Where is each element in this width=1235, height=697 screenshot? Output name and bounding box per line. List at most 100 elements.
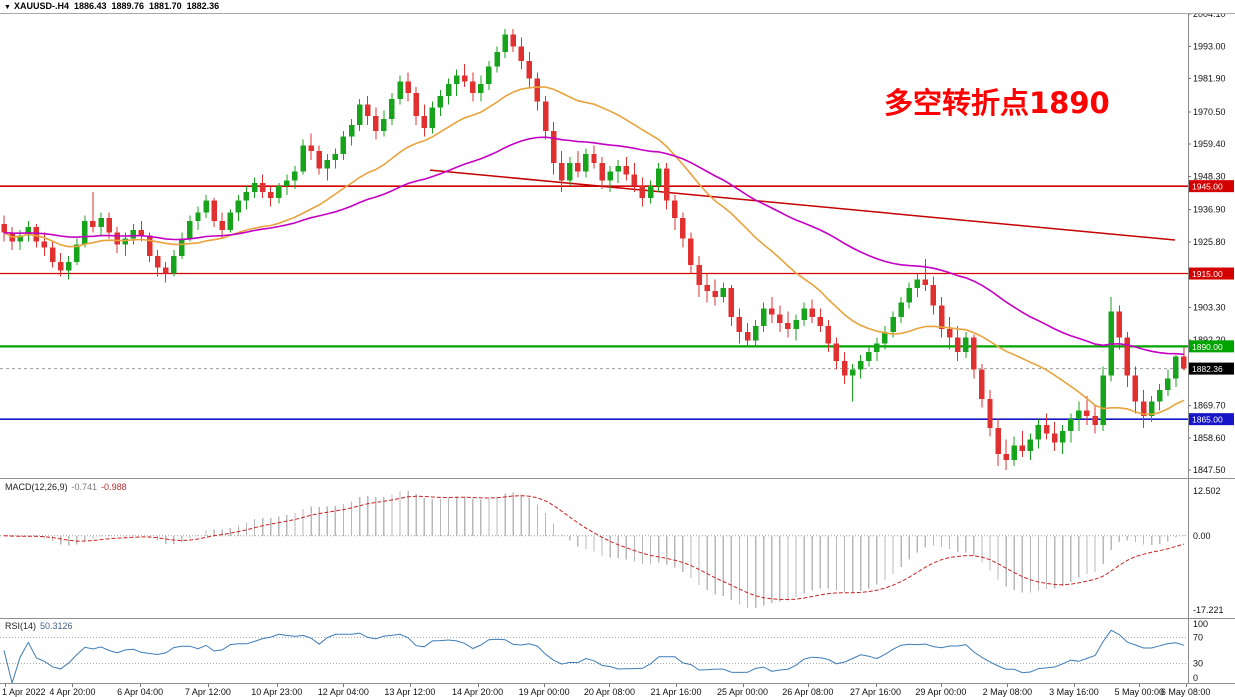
candle-body: [914, 279, 921, 289]
time-axis[interactable]: 1 Apr 2022 4 Apr 20:00 6 Apr 04:00 7 Apr 12…: [0, 683, 1235, 697]
candle-body: [1076, 410, 1082, 420]
collapse-toggle-icon[interactable]: ▼: [4, 4, 11, 11]
candle-body: [98, 218, 104, 227]
candle-body: [65, 261, 72, 271]
candle-body: [74, 244, 80, 262]
candle-body: [90, 221, 96, 227]
time-axis-tick: [140, 684, 142, 687]
candle-body: [575, 162, 581, 172]
price-axis-label: 2004.10: [1193, 14, 1226, 19]
price-axis-label: 1858.60: [1193, 433, 1226, 443]
price-tag-label: 1915.00: [1192, 269, 1223, 279]
price-chart-canvas[interactable]: 2004.10 1993.00 1981.90 1970.50 1959.40 1948.…: [0, 14, 1235, 478]
time-axis-tick: [940, 684, 942, 687]
candle-body: [728, 288, 735, 318]
candle-body: [623, 165, 630, 175]
candle-body: [1059, 430, 1066, 443]
candle-body: [599, 162, 605, 181]
candle-body: [615, 165, 621, 172]
candle-body: [801, 308, 807, 321]
time-axis-tick: [875, 684, 877, 687]
candle-body: [534, 78, 541, 102]
candle-body: [187, 221, 193, 239]
candle-body: [607, 171, 613, 181]
candle-body: [171, 256, 177, 274]
time-axis-label: 3 May 16:00: [1049, 687, 1099, 697]
time-axis-tick: [72, 684, 74, 687]
candle-body: [340, 136, 347, 155]
candle-body: [1051, 433, 1058, 443]
rsi-panel[interactable]: 100 70 30 0: [0, 618, 1235, 683]
candle-body: [1019, 445, 1026, 452]
time-axis-tick: [544, 684, 546, 687]
candle-body: [227, 212, 234, 230]
candles-layer[interactable]: [1, 28, 1187, 471]
price-axis-label: 1948.30: [1193, 172, 1226, 182]
annotation-text[interactable]: 多空转折点1890: [884, 86, 1110, 120]
candle-body: [235, 200, 242, 213]
candle-body: [292, 171, 298, 181]
time-axis-tick: [343, 684, 345, 687]
time-axis-tick: [276, 684, 278, 687]
price-level-tag: 1915.00: [1189, 267, 1234, 280]
macd-name: MACD(12,26,9): [5, 482, 68, 492]
candle-body: [882, 331, 888, 344]
rsi-axis-label: 70: [1193, 633, 1203, 643]
price-tag-label: 1865.00: [1192, 415, 1223, 425]
candle-body: [502, 34, 508, 53]
candle-body: [874, 343, 880, 353]
candle-body: [672, 200, 678, 219]
candle-body: [712, 291, 718, 297]
candle-body: [890, 317, 896, 332]
candle-body: [793, 320, 799, 329]
candle-body: [162, 267, 169, 274]
price-axis-label: 1970.50: [1193, 107, 1226, 117]
candle-body: [567, 162, 573, 181]
time-axis-tick: [409, 684, 411, 687]
candle-body: [857, 360, 864, 370]
candle-body: [146, 235, 153, 257]
price-axis-label: 1959.40: [1193, 139, 1226, 149]
candle-body: [550, 130, 557, 163]
macd-panel[interactable]: 12.502 0.00 -17.221: [0, 478, 1235, 618]
candle-body: [437, 95, 444, 108]
candle-body: [33, 226, 40, 242]
price-axis-label: 1993.00: [1193, 41, 1226, 51]
price-level-tag: 1890.00: [1189, 340, 1234, 353]
candle-body: [704, 285, 710, 292]
price-tag-label: 1945.00: [1192, 182, 1223, 192]
time-axis-tick: [207, 684, 209, 687]
rsi-name: RSI(14): [5, 621, 37, 631]
candle-body: [300, 145, 306, 172]
candle-body: [938, 305, 945, 329]
candle-body: [405, 81, 411, 93]
macd-histogram: [11, 491, 1185, 608]
candle-body: [219, 221, 225, 230]
candle-body: [267, 191, 274, 198]
candle-body: [1027, 439, 1034, 452]
candle-body: [542, 101, 549, 131]
candle-body: [720, 288, 727, 297]
price-level-tag: 1865.00: [1189, 413, 1234, 426]
time-axis-label: 21 Apr 16:00: [650, 687, 702, 697]
candle-body: [736, 317, 743, 332]
candle-body: [421, 116, 428, 128]
candle-body: [1, 224, 7, 233]
candle-body: [429, 107, 436, 128]
candle-body: [954, 337, 961, 353]
time-axis-label: 25 Apr 00:00: [716, 687, 769, 697]
candle-body: [1148, 401, 1155, 417]
candle-body: [1132, 375, 1139, 402]
time-axis-label: 19 Apr 00:00: [518, 687, 570, 697]
candle-body: [849, 369, 856, 376]
candle-body: [25, 226, 32, 236]
candle-body: [211, 200, 217, 222]
price-axis-label: 1903.30: [1193, 303, 1226, 313]
macd-main-value: -0.741: [71, 482, 98, 492]
price-tag-label: 1890.00: [1192, 342, 1223, 352]
trendline[interactable]: [429, 169, 1176, 241]
price-axis-label: 1892.20: [1193, 335, 1226, 345]
candle-body: [1140, 401, 1147, 417]
candle-body: [631, 174, 638, 187]
candle-body: [1043, 424, 1050, 434]
